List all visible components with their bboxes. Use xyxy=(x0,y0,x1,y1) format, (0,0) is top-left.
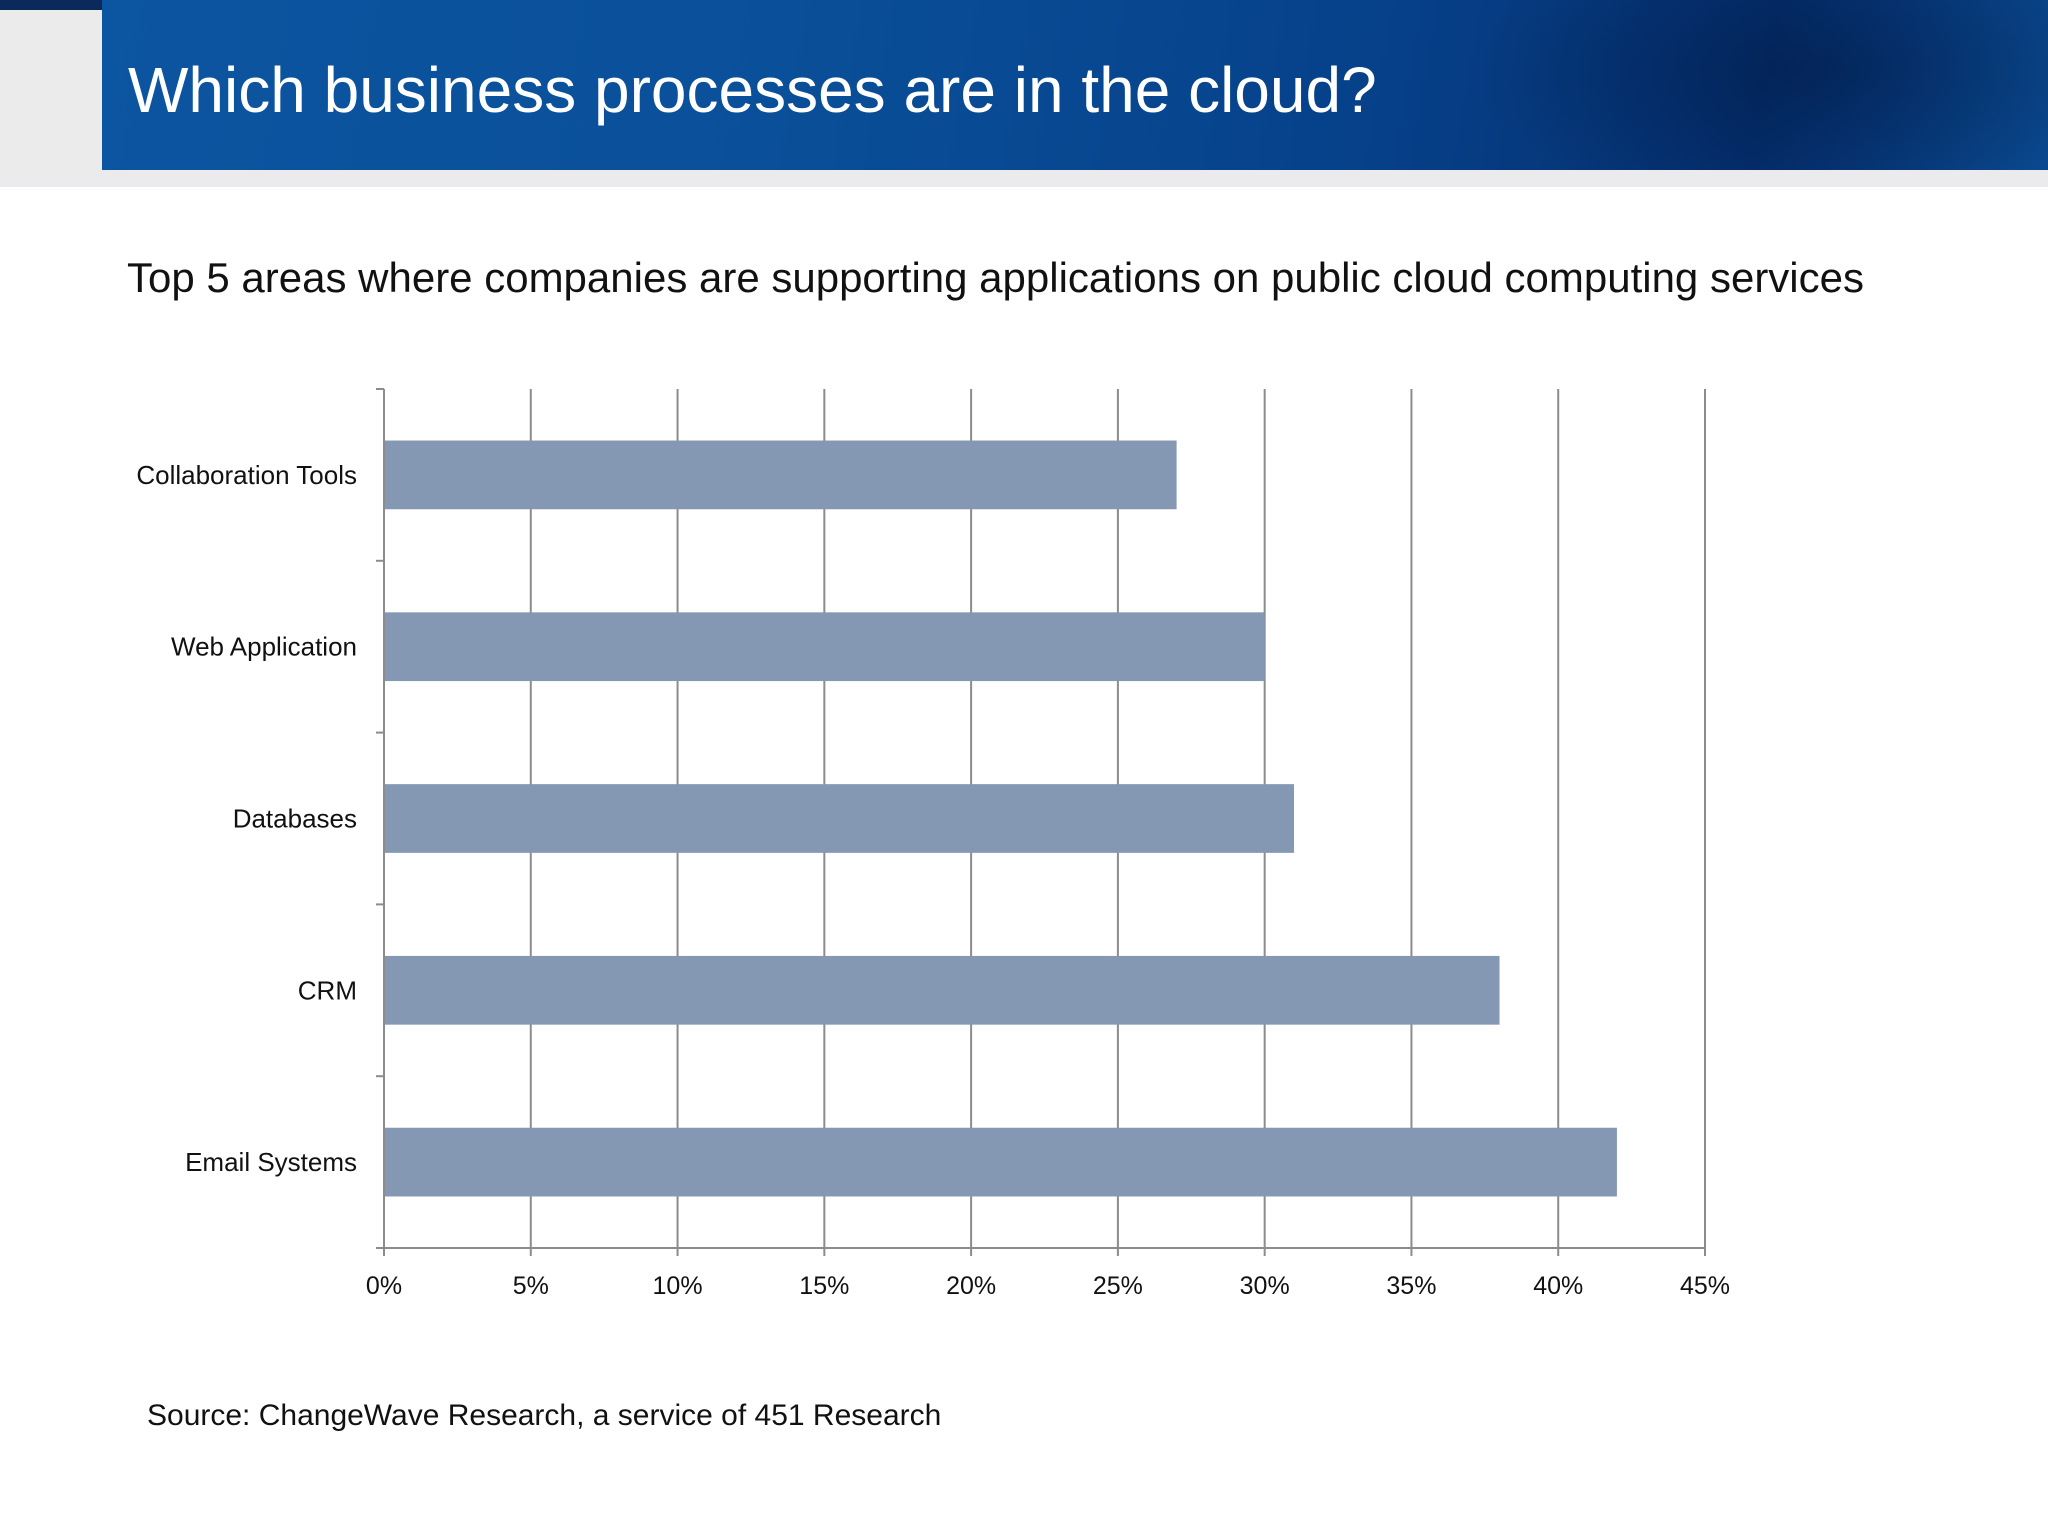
x-tick-label: 35% xyxy=(1386,1272,1436,1300)
bars xyxy=(384,440,1617,1197)
slide-title: Which business processes are in the clou… xyxy=(128,54,1377,126)
x-tick-label: 0% xyxy=(366,1272,402,1300)
category-label: CRM xyxy=(298,975,357,1005)
category-label: Collaboration Tools xyxy=(136,460,357,490)
category-label: Databases xyxy=(233,804,357,834)
x-tick-label: 15% xyxy=(799,1272,849,1300)
slide-header-divider xyxy=(0,170,2048,187)
bar xyxy=(384,440,1177,510)
bar xyxy=(384,955,1500,1025)
category-label: Email Systems xyxy=(185,1147,357,1177)
x-tick-label: 30% xyxy=(1240,1272,1290,1300)
category-label: Web Application xyxy=(171,632,357,662)
bar xyxy=(384,784,1295,853)
slide-header-band xyxy=(102,0,2048,170)
x-tick-label: 20% xyxy=(946,1272,996,1300)
x-tick-label: 25% xyxy=(1093,1272,1143,1300)
bar xyxy=(384,1127,1617,1197)
labels: 0% 5% 10% 15% 20% 25% 30% 35% 40% 45% Collaboratio… xyxy=(136,460,1730,1300)
bar xyxy=(384,612,1265,682)
slide-left-block xyxy=(0,0,102,187)
x-tick-label: 40% xyxy=(1533,1272,1583,1300)
source-note: Source: ChangeWave Research, a service o… xyxy=(147,1399,942,1432)
chart-title: Top 5 areas where companies are supporti… xyxy=(127,254,1864,301)
x-tick-label: 10% xyxy=(653,1272,703,1300)
x-tick-label: 45% xyxy=(1680,1272,1730,1300)
x-tick-label: 5% xyxy=(513,1272,549,1300)
slide-left-accent xyxy=(0,0,102,10)
axes xyxy=(376,388,1706,1256)
